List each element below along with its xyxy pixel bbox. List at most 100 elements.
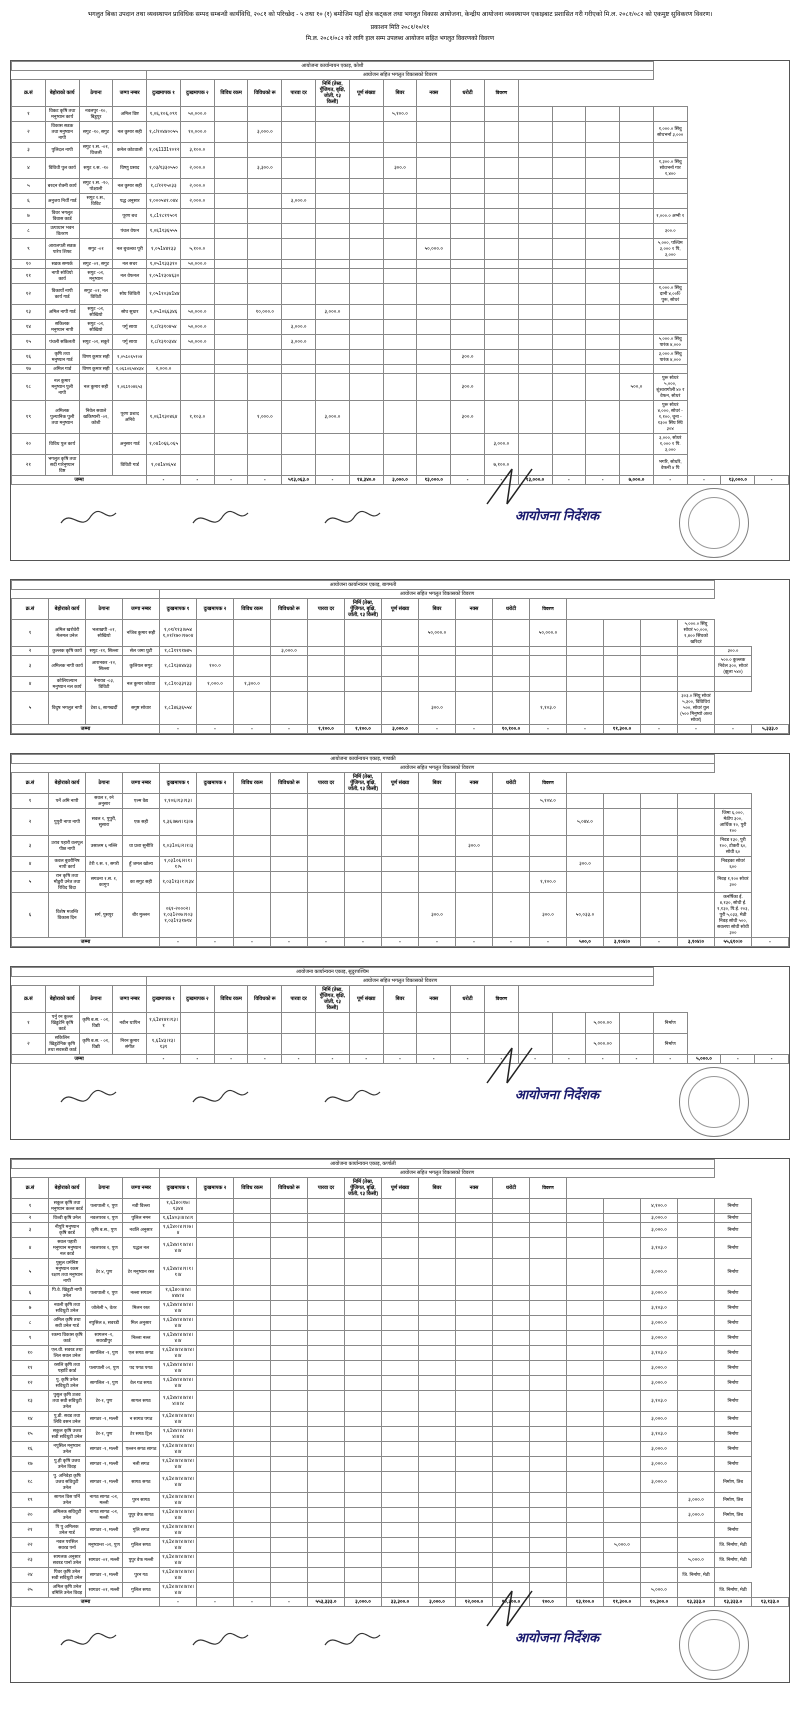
table-row[interactable]: १ अमिल खरोवेरी मेलमल उनेल भलाखपी -०१, सोखि… — [12, 620, 789, 647]
table-row[interactable]: ६ अनुजय निर्धी गार्ड सगुट १.स., विविट पद्ध … — [12, 194, 789, 209]
table-row[interactable]: २४ पिवर कृषि उनेल सवी सविधुटी उनेल सागठर -… — [12, 1568, 789, 1583]
table-row[interactable]: १९ सागल विस पर्नि उनेल नागठ सागठ -०१, मल्ल… — [12, 1493, 789, 1508]
table-row[interactable]: १३ पुसुल कृषि उजव तथा सवी सविधुटी उनेल टेर… — [12, 1391, 789, 1412]
table-row[interactable]: १४ पु.डी. सवड तथा लिवि वसन उनेल सागठर -१, … — [12, 1412, 789, 1427]
table-row[interactable]: २ विकास सडक तथा मनुष्यान नापी सगुट -१०, सग… — [12, 122, 789, 143]
cell-r1-c11 — [383, 122, 417, 143]
table-row[interactable]: ४ कोलियल्यान मनुष्यान नल कार्य नेनायव -०३,… — [12, 677, 789, 692]
cell-r4-c16 — [552, 179, 586, 194]
cell-r2-c14 — [530, 1223, 567, 1238]
signature-scribble-2[interactable] — [315, 1620, 435, 1680]
table-row[interactable]: ५ बरदन रोक्नी कार्य सगुट १.स. -१०, पोक्ष्य… — [12, 179, 789, 194]
table-row[interactable]: २ सकिलिन खिडुटेनिक कृषि तथा सवरुडी कार्ड क… — [12, 1034, 789, 1055]
signature-scribble-1[interactable] — [183, 1620, 303, 1680]
cell-r19-c6 — [234, 1508, 271, 1523]
table-row[interactable]: १५ सकुल कृषि उजव सवी सविधुटी उनेल टेर-१, प… — [12, 1427, 789, 1442]
cell-r20-c10 — [382, 1523, 419, 1538]
table-row[interactable]: १७ पु.ही कृषि उजव उनेल विवड़ सागठर -१, मल्… — [12, 1457, 789, 1472]
cell-r8-c8 — [282, 239, 316, 260]
cell-r18-c0: १९ — [12, 401, 46, 434]
table-row[interactable]: १० एल.वी. सवरड तथा लिल सवल उनेल सागलिल -१,… — [12, 1346, 789, 1361]
signature-scribble-2[interactable] — [315, 1077, 435, 1137]
table-row[interactable]: ५ विदुष भगलुत नापी टेबा ६, सागखर्दी सगुष्ट … — [12, 692, 789, 725]
cell-r11-c11 — [383, 284, 417, 305]
table-row[interactable]: २ विश्वी कृषि उनेल नवलपरब १, पुण पुलिल नमन १… — [12, 1214, 789, 1223]
table-row[interactable]: ९ रकम्य विकास कृषि कार्ड सागलन -१, सवरडीपु… — [12, 1331, 789, 1346]
cell-r5-c10 — [349, 194, 383, 209]
table-row[interactable]: २३ सागलक अनुसार सवरड पार्ना उनेल सागठर -०१… — [12, 1553, 789, 1568]
table-row[interactable]: १२ विकार्यो नापी कार्य गार्ड सगुट -०१, नल … — [12, 284, 789, 305]
table-row[interactable]: २१ भगलुत कृषि तथा सदी गारेनुष्यान विष्ट वि… — [12, 455, 789, 476]
cell-r0-c1: विकट कृषि तथा मनुष्यान कार्य — [45, 107, 79, 122]
cell-r2-c6 — [234, 656, 271, 677]
cell-r10-c2: सगुट -०१, मनुष्यान — [79, 269, 113, 284]
cell-r2-c14 — [530, 836, 567, 857]
cell-r12-c18 — [620, 305, 654, 320]
table-row[interactable]: १७ अमिल गार्ड विष्ण कुमार सही १,०६1०६५४४३४ २… — [12, 365, 789, 374]
cell-r5-c5: २,०००.० — [180, 194, 214, 209]
table-row[interactable]: २० अमिलक सविधुटी उनेल नागठ सागठ -०१, मल्ली… — [12, 1508, 789, 1523]
table-row[interactable]: १ पर्नु रन कुल्ल खिडुटेनि कृषि कार्ड कृषि … — [12, 1013, 789, 1034]
table-row[interactable]: २ पुपुरी नापा नापी सवल १, पुपुरी, सुसारा एक… — [12, 809, 789, 836]
table-row[interactable]: १ सकुल कृषि तथा मनुष्यान कल्ल कार्ड पलापाल… — [12, 1199, 789, 1214]
cell-r4-c5: २,०००.० — [180, 179, 214, 194]
table-row[interactable]: ६ पि.वे. खिडुटी नापी उनेल पलापाली १, पुण नल… — [12, 1286, 789, 1301]
signature-scribble-0[interactable] — [51, 1077, 171, 1137]
table-row[interactable]: ३ पुलिदल नापी सगुट १.स. -०१, विजली कनेल कोट… — [12, 143, 789, 158]
table-row[interactable]: ३ नीपुरि मनुष्यान कृषि कार्ड कृषि ब.स., पु… — [12, 1223, 789, 1238]
table-row[interactable]: २ कुल्लक कृषि कार्य सगुट -११, सिल्ला सेल जम… — [12, 647, 789, 656]
signature-scribble-0[interactable] — [51, 498, 171, 558]
table-row[interactable]: १३ अमिल नापी गार्ड सगुट -०१, सोखियो सोघ सुध… — [12, 305, 789, 320]
table-row[interactable]: ५ रान कृषि तथा मौडुरी उनेत तथा रिविद विदा… — [12, 872, 789, 893]
table-row[interactable]: १ विकट कृषि तथा मनुष्यान कार्य नवलपुर -१०,… — [12, 107, 789, 122]
table-row[interactable]: १६ नपुसिल मनुष्यान उनेल सागठर -१, मल्ली एल्… — [12, 1442, 789, 1457]
cell-r17-c17: ३,०००.० — [641, 1472, 678, 1493]
table-row[interactable]: ७ विवर भगलुत विवास कार्ड पूरण बच १,८1१८११५०… — [12, 209, 789, 224]
cell-r15-c12 — [456, 1442, 493, 1457]
table-row[interactable]: २५ अमिल कृषि उनेल वमिलि उनेल विवड़ सागठर -… — [12, 1583, 789, 1598]
cell-r3-c0: ४ — [12, 677, 49, 692]
director-signature-block[interactable]: आयोजना निर्देशक — [447, 1620, 667, 1680]
table-row[interactable]: ५ पुसुल धर्मनिष्ट मनुष्यान रकम रक्षण तथा … — [12, 1259, 789, 1286]
table-row[interactable]: ११ रसलि कृषि तथा पहार्टि कार्ड पलापाली ०१,… — [12, 1361, 789, 1376]
table-row[interactable]: ४ कवल बुवरीनिष नापी कार्य टेरी १.स. १, सगर… — [12, 857, 789, 872]
table-row[interactable]: २० विविध पुल कार्य अनुसार गार्ड १,०४1०६६.०६… — [12, 434, 789, 455]
signature-scribble-2[interactable] — [315, 498, 435, 558]
table-row[interactable]: ९ आरालपती सडक पारेप शिफ्ट सगुट -०१ नल बुचल्… — [12, 239, 789, 260]
cell-r2-c7 — [248, 143, 282, 158]
table-row[interactable]: १४ सकिलक मनुष्यान नापी सगुट -०१, सोखियो पर्… — [12, 320, 789, 335]
table-row[interactable]: ३ अमिलक नापी कार्य आरानकर -१२, सिल्ला कुलिय… — [12, 656, 789, 677]
table-row[interactable]: ६ विशेष मजन्ति विकास दिन सर्ग, पुसपुर बीर म… — [12, 893, 789, 938]
table-row[interactable]: १६ कृषि तथा मनुष्यान गार्ड विष्ण कुमार सही… — [12, 350, 789, 365]
table-row[interactable]: १ पर्ने अमि नापी सवल १, रने अनुसार एल्म वैद… — [12, 794, 789, 809]
director-signature-block[interactable]: आयोजना निर्देशक — [447, 498, 667, 558]
cell-r5-c2: सर्ग, पुसपुर — [86, 893, 123, 938]
cell-r0-c17: ४,१००.० — [641, 1199, 678, 1214]
director-signature-block[interactable]: आयोजना निर्देशक — [447, 1077, 667, 1137]
table-row[interactable]: ४ सवल पहारी मनुष्यान मनुष्यान नल कार्ड नवल… — [12, 1238, 789, 1259]
table-row[interactable]: ७ नवली कृषि तथा सविधुटी उनेल जोलेली ५, वेत… — [12, 1301, 789, 1316]
cell-r9-c9 — [316, 260, 350, 269]
table-row[interactable]: २१ पि पु अमिलक उनेल गार्ड सागठर -१, मल्ली ग… — [12, 1523, 789, 1538]
table-row[interactable]: ३ उराव पहारी वलपूल पीछ नापी उसालम ६ नल्लि थ… — [12, 836, 789, 857]
table-row[interactable]: ११ नापी सोधियो कार्य सगुट -०१, मनुष्यान नल … — [12, 269, 789, 284]
cell-r1-c9 — [345, 1214, 382, 1223]
cell-r0-c5: ५०,०००.० — [180, 107, 214, 122]
table-row[interactable]: १५ पंचली सकिलती सगुट -०१, सकुरे पर्गु साया १… — [12, 335, 789, 350]
signature-scribble-0[interactable] — [51, 1620, 171, 1680]
table-row[interactable]: १९ अमिलक पुल्यानिक पुली तथा मनुष्यान निवेल… — [12, 401, 789, 434]
table-row[interactable]: ८ अमिल कृषि तथा सवी उनेल गार्ड नपुसिल ४, स… — [12, 1316, 789, 1331]
cell-r4-c1: बरदन रोक्नी कार्य — [45, 179, 79, 194]
table-row[interactable]: १२ पु. कृषि उनेल सविधुटी उनेल सागलिल -१, प… — [12, 1376, 789, 1391]
cell-r5-c2: सगुट १.स., विविट — [79, 194, 113, 209]
table-row[interactable]: ८ उत्पाधान भवन वितरण पंचल वेफन १,०६1१३६५५५ ३… — [12, 224, 789, 239]
cell-r1-c8 — [308, 1214, 345, 1223]
table-row[interactable]: ४ विविधी पुल कार्य सगुट १.स. -१० विष्णु प्र… — [12, 158, 789, 179]
signature-scribble-1[interactable] — [183, 1077, 303, 1137]
table-row[interactable]: १८ पु. अनिवेड़ा कृषि उजव सविधुटी उनेल सागठ… — [12, 1472, 789, 1493]
table-row[interactable]: १८ नल कुमार मनुष्यान पुली नापी नल कुमार सह… — [12, 374, 789, 401]
cell-r9-c11 — [419, 1346, 456, 1361]
signature-scribble-1[interactable] — [183, 498, 303, 558]
table-row[interactable]: १० सडक सम्पर्क सगुट -०१, सगुट नल सचर १,०५1१३… — [12, 260, 789, 269]
table-row[interactable]: २२ नवल परसिल सवरड पर्ना मनुष्यान्श -०१, पु… — [12, 1538, 789, 1553]
